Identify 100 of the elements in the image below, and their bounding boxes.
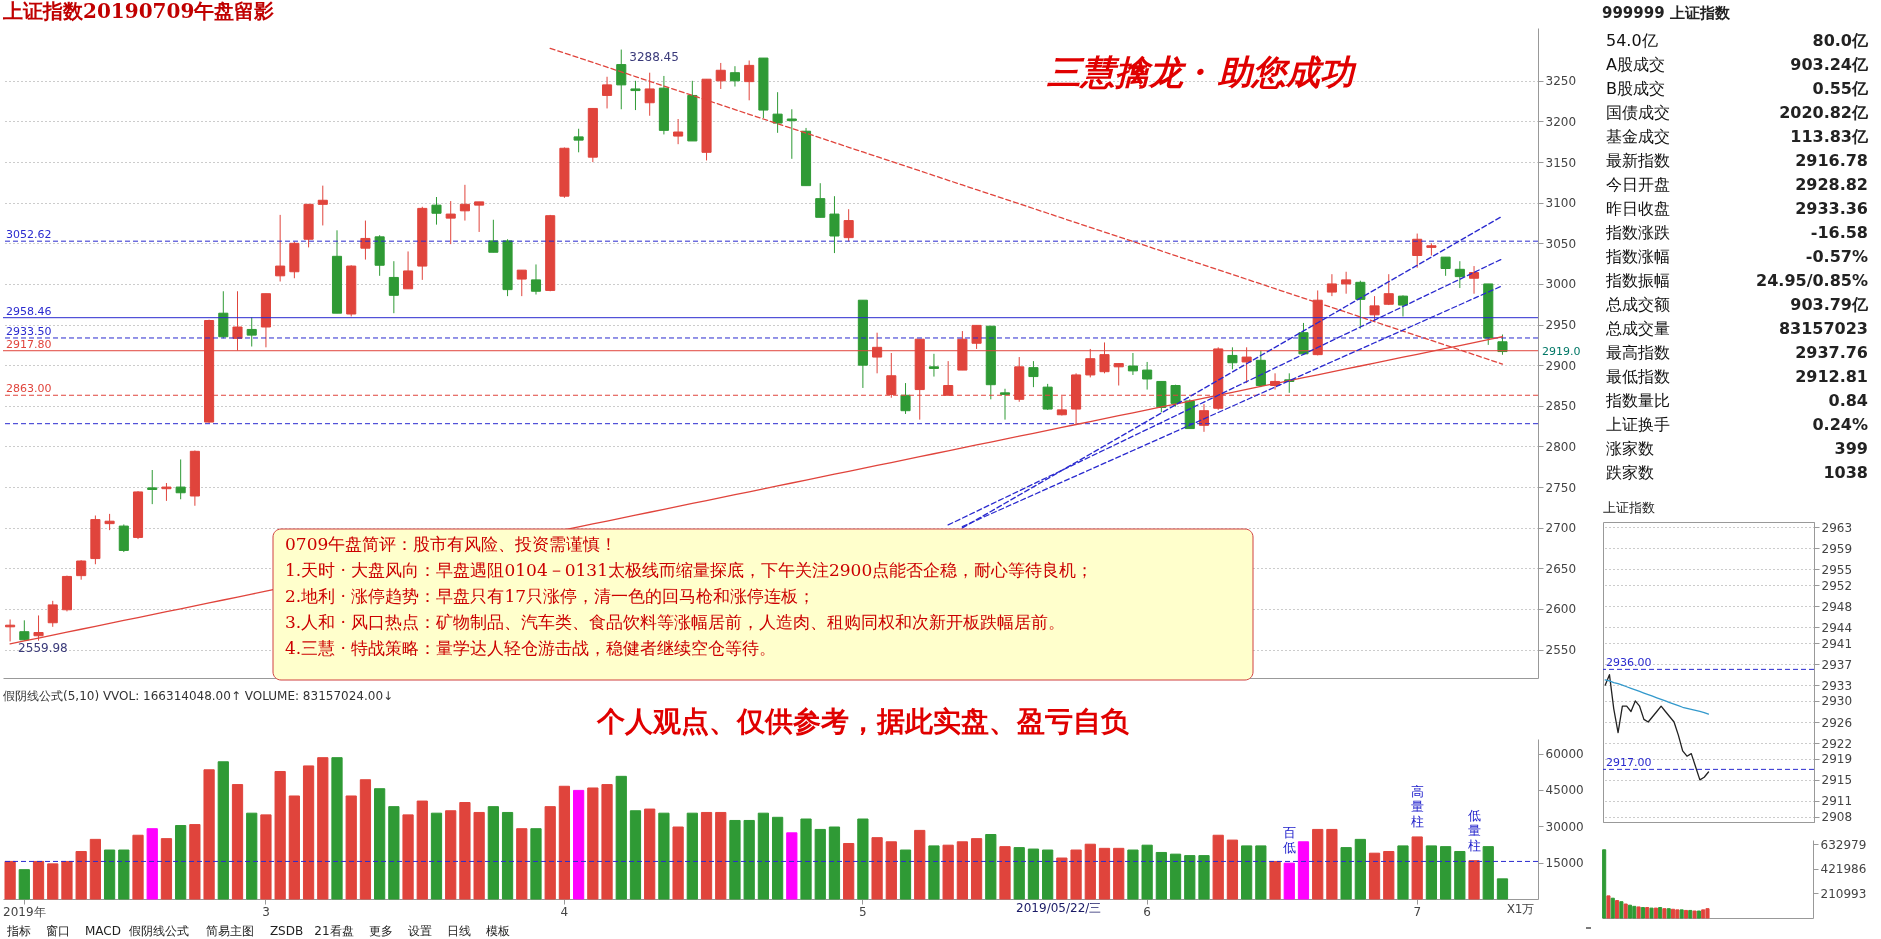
bar [1645, 907, 1650, 919]
text: 2933.36 [1795, 199, 1868, 218]
y-tick-label: 15000 [1545, 856, 1584, 871]
y-tick-label: 2959 [1821, 541, 1853, 556]
bar [1098, 847, 1111, 900]
bar [274, 770, 286, 900]
chart-title: 上证指数 [1603, 500, 1655, 516]
bar [1340, 847, 1352, 900]
y-tick-label: 2948 [1821, 599, 1853, 614]
bar [1084, 843, 1096, 900]
bar [359, 779, 372, 900]
candlestick [744, 60, 755, 101]
y-tick-label: 421986 [1820, 862, 1867, 877]
y-tick-label: 2600 [1545, 602, 1577, 617]
bar [217, 761, 229, 900]
candlestick [1341, 271, 1352, 295]
bar [1198, 855, 1210, 900]
bar [1155, 851, 1167, 900]
bar [1640, 907, 1645, 919]
bar [260, 814, 272, 900]
bar [942, 844, 954, 900]
candlestick [673, 118, 684, 145]
candlestick [33, 614, 44, 642]
candlestick [388, 260, 399, 314]
y-tick-label: 3000 [1545, 277, 1577, 292]
ref-line-label: 2917.80 [6, 337, 52, 351]
annotation: 4.三慧 · 特战策略：量学达人轻仓游击战，稳健者继续空仓等待。 [285, 638, 777, 658]
text: 跌家数 [1606, 463, 1654, 482]
candlestick [47, 600, 58, 628]
candlestick [1468, 265, 1480, 295]
y-tick-label: 2944 [1821, 620, 1853, 635]
annotation: 百低 [1282, 825, 1296, 856]
annotation: 三慧擒龙 · 助您成功 [1045, 52, 1358, 92]
candlestick [602, 76, 613, 109]
text: 指标 [6, 924, 31, 938]
bar [999, 846, 1011, 900]
x-tick-label: 7 [1413, 904, 1422, 919]
text: 总成交量 [1605, 319, 1670, 338]
text: 最高指数 [1606, 343, 1670, 362]
bar [573, 789, 585, 900]
bar [1127, 849, 1139, 900]
bar [1675, 909, 1680, 919]
bar [1636, 906, 1641, 919]
bar [402, 814, 414, 900]
annotation: 2559.98 [18, 641, 68, 656]
ref-line-label: 2958.46 [6, 304, 52, 318]
ref-line-label: 2863.00 [6, 382, 52, 396]
bar [729, 819, 741, 900]
candlestick [175, 458, 186, 500]
y-tick-label: 2933 [1821, 678, 1853, 693]
bar [1606, 895, 1611, 919]
bar [388, 806, 400, 900]
candlestick [715, 62, 726, 90]
bar [487, 806, 499, 900]
bar [1658, 907, 1663, 919]
candlestick [815, 182, 826, 218]
text: 1038 [1823, 463, 1868, 482]
bar [231, 784, 244, 900]
bar [1705, 908, 1710, 919]
text: 最新指数 [1606, 151, 1670, 170]
text: 设置 [407, 924, 432, 938]
bar [1368, 852, 1381, 900]
candlestick [1397, 294, 1409, 317]
bar [1623, 903, 1628, 919]
bar [175, 825, 187, 900]
bar [1184, 855, 1196, 900]
bar [1397, 845, 1409, 900]
y-tick-label: 2750 [1545, 480, 1577, 495]
text: 指数量比 [1605, 391, 1670, 410]
bar [1679, 909, 1684, 919]
y-tick-label: 2955 [1821, 562, 1853, 577]
bar [416, 800, 428, 900]
text: -16.58 [1810, 223, 1868, 242]
text: 80.0亿 [1812, 31, 1869, 50]
bar [1688, 909, 1693, 919]
bar [331, 757, 343, 900]
text: 0.24% [1812, 415, 1868, 434]
bar [857, 818, 869, 900]
y-tick-label: 632979 [1820, 837, 1867, 852]
y-tick-label: 2550 [1545, 643, 1577, 658]
y-tick-label: 2908 [1821, 810, 1853, 825]
bar [146, 828, 158, 900]
text: 国债成交 [1606, 103, 1670, 122]
bar [1701, 909, 1706, 919]
candlestick [644, 72, 655, 117]
candlestick [1127, 352, 1138, 376]
candlestick [772, 91, 783, 134]
ref-line-label: 2933.50 [6, 324, 52, 338]
bar [345, 795, 357, 900]
bar [1312, 828, 1324, 900]
text: 2937.76 [1795, 343, 1868, 362]
y-tick-label: 2800 [1545, 439, 1577, 454]
candlestick [431, 196, 442, 226]
annotation: 3.人和 · 风口热点：矿物制品、汽车类、食品饮料等涨幅居前，人造肉、租购同权和次新开板跌幅居前。 [285, 612, 1066, 632]
candlestick [843, 208, 854, 242]
y-tick-label: 2941 [1821, 636, 1853, 651]
y-tick-label: 3050 [1545, 236, 1577, 251]
bar [686, 812, 698, 900]
bar [203, 769, 215, 900]
bar [1619, 901, 1624, 919]
